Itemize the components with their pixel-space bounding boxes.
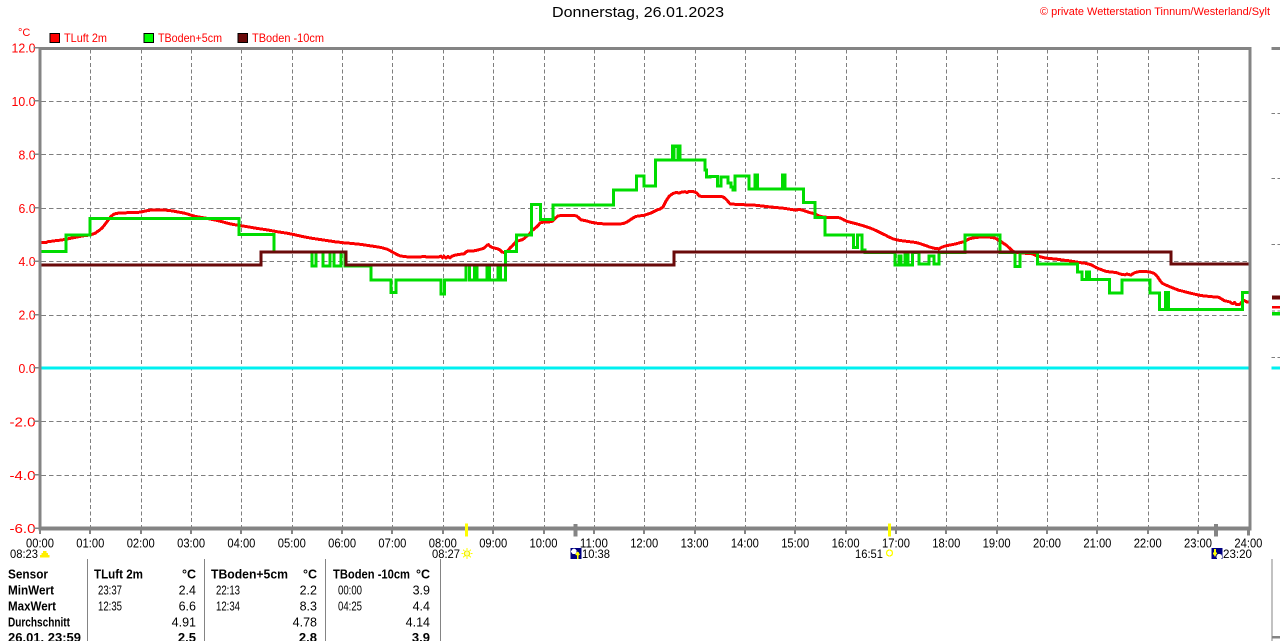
svg-text:Donnerstag, 26.01.2023: Donnerstag, 26.01.2023 (552, 4, 724, 21)
svg-text:23:37: 23:37 (98, 584, 122, 598)
svg-text:23:00: 23:00 (1184, 537, 1212, 551)
svg-text:06:00: 06:00 (328, 537, 356, 551)
svg-text:09:00: 09:00 (479, 537, 507, 551)
svg-text:04:25: 04:25 (338, 600, 362, 614)
svg-text:03:00: 03:00 (177, 537, 205, 551)
svg-text:-2.0: -2.0 (10, 414, 36, 429)
svg-text:00:00: 00:00 (26, 537, 54, 551)
svg-text:19:00: 19:00 (983, 537, 1011, 551)
svg-text:0.0: 0.0 (19, 361, 36, 376)
svg-text:26.01. 23:59: 26.01. 23:59 (8, 631, 81, 641)
svg-text:23:20: 23:20 (1223, 547, 1252, 561)
svg-text:8.0: 8.0 (19, 147, 36, 162)
svg-text:12:35: 12:35 (98, 600, 122, 614)
svg-text:8.3: 8.3 (300, 600, 317, 614)
svg-text:02:00: 02:00 (127, 537, 155, 551)
svg-text:© private Wetterstation Tinnum: © private Wetterstation Tinnum/Westerlan… (1040, 6, 1270, 18)
svg-text:15:00: 15:00 (781, 537, 809, 551)
svg-text:14:00: 14:00 (731, 537, 759, 551)
svg-text:2.8: 2.8 (299, 630, 317, 641)
svg-text:4.91: 4.91 (172, 616, 196, 630)
svg-text:21:00: 21:00 (1083, 537, 1111, 551)
svg-text:°C: °C (182, 568, 196, 582)
svg-text:2.0: 2.0 (19, 308, 36, 323)
svg-text:Durchschnitt: Durchschnitt (8, 616, 71, 630)
svg-text:TBoden+5cm: TBoden+5cm (211, 568, 288, 582)
svg-text:10:00: 10:00 (530, 537, 558, 551)
svg-text:11:00: 11:00 (580, 537, 608, 551)
svg-text:4.4: 4.4 (413, 600, 430, 614)
svg-text:Sensor: Sensor (8, 568, 48, 582)
svg-text:17:00: 17:00 (882, 537, 910, 551)
svg-text:TLuft 2m: TLuft 2m (94, 568, 143, 582)
svg-text:4.14: 4.14 (406, 616, 430, 630)
svg-text:12.0: 12.0 (12, 41, 36, 56)
svg-text:12:34: 12:34 (216, 600, 240, 614)
svg-text:TBoden+5cm: TBoden+5cm (158, 31, 222, 45)
svg-text:MinWert: MinWert (8, 584, 55, 598)
svg-text:10:38: 10:38 (582, 547, 610, 561)
svg-text:12:00: 12:00 (630, 537, 658, 551)
svg-text:01:00: 01:00 (76, 537, 104, 551)
svg-text:-4.0: -4.0 (10, 468, 36, 483)
svg-text:00:00: 00:00 (338, 584, 362, 598)
svg-text:13:00: 13:00 (681, 537, 709, 551)
svg-text:TLuft 2m: TLuft 2m (64, 31, 107, 45)
svg-text:2.2: 2.2 (300, 584, 317, 598)
svg-text:2.4: 2.4 (179, 584, 196, 598)
svg-text:04:00: 04:00 (227, 537, 255, 551)
svg-text:3.9: 3.9 (413, 584, 430, 598)
svg-text:°C: °C (18, 27, 30, 39)
svg-text:10.0: 10.0 (12, 94, 36, 109)
svg-text:MaxWert: MaxWert (8, 600, 57, 614)
svg-text:6.6: 6.6 (179, 600, 196, 614)
svg-text:16:00: 16:00 (832, 537, 860, 551)
svg-text:22:00: 22:00 (1134, 537, 1162, 551)
svg-text:2.5: 2.5 (178, 630, 196, 641)
svg-text:4.0: 4.0 (19, 254, 36, 269)
svg-text:-6.0: -6.0 (10, 521, 36, 536)
svg-text:6.0: 6.0 (19, 201, 36, 216)
svg-text:24:00: 24:00 (1234, 537, 1262, 551)
svg-text:°C: °C (303, 568, 317, 582)
svg-text:20:00: 20:00 (1033, 537, 1061, 551)
svg-text:4.78: 4.78 (293, 616, 317, 630)
svg-text:3.9: 3.9 (412, 630, 430, 641)
svg-text:°C: °C (416, 568, 430, 582)
svg-text:08:23: 08:23 (10, 547, 38, 561)
svg-text:05:00: 05:00 (278, 537, 306, 551)
svg-text:16:51: 16:51 (855, 547, 883, 561)
svg-text:07:00: 07:00 (378, 537, 406, 551)
svg-text:18:00: 18:00 (932, 537, 960, 551)
svg-text:TBoden -10cm: TBoden -10cm (252, 31, 324, 45)
svg-text:08:27: 08:27 (432, 547, 460, 561)
svg-text:08:00: 08:00 (429, 537, 457, 551)
svg-text:22:13: 22:13 (216, 584, 240, 598)
svg-text:TBoden -10cm: TBoden -10cm (333, 568, 410, 582)
